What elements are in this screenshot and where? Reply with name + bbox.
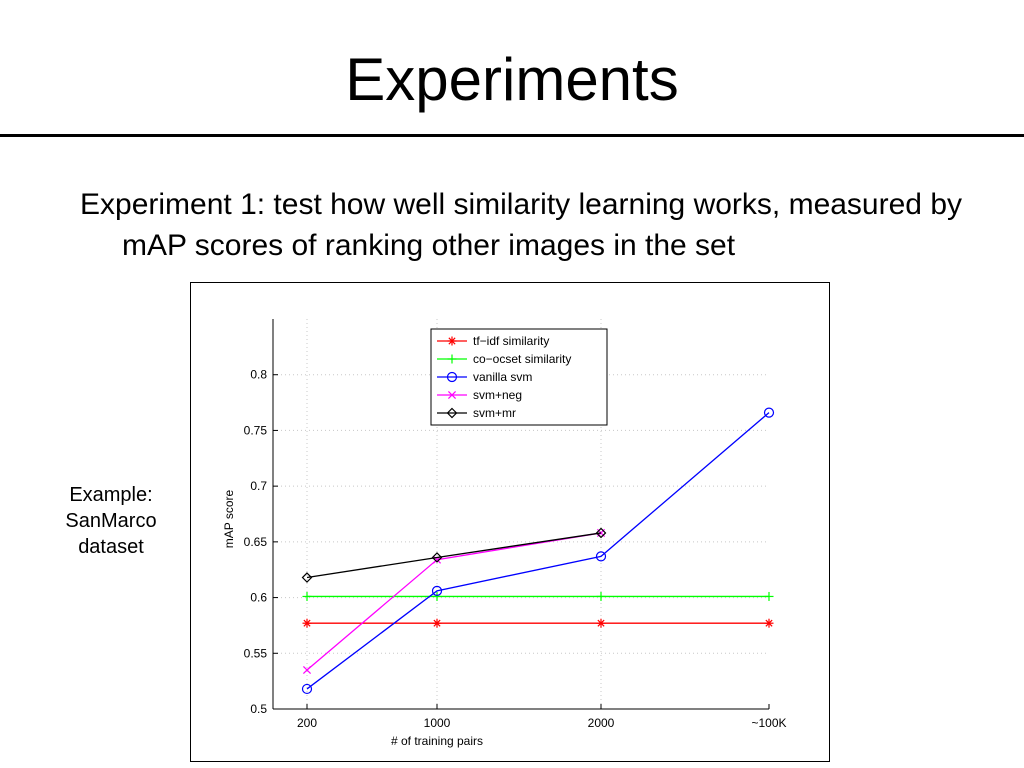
- data-point-vanilla-svm: [763, 407, 775, 418]
- y-tick-label: 0.5: [250, 702, 267, 716]
- data-point-co-ocset-similarity: [596, 591, 606, 601]
- data-point-tf-idf-similarity: [302, 618, 312, 628]
- legend-marker: [446, 407, 458, 419]
- data-point-svm-mr: [595, 527, 607, 539]
- y-tick-label: 0.8: [250, 368, 267, 382]
- caption-line-1: Example:: [69, 484, 153, 506]
- y-tick-label: 0.65: [244, 535, 268, 549]
- x-tick-label: ~100K: [751, 716, 786, 730]
- data-point-tf-idf-similarity: [432, 618, 442, 628]
- legend-marker: [447, 336, 457, 346]
- caption-line-3: dataset: [78, 536, 144, 558]
- y-tick-label: 0.7: [250, 479, 267, 493]
- legend-marker: [446, 371, 458, 383]
- series-co-ocset-similarity: [302, 591, 774, 601]
- series-line-vanilla-svm: [306, 412, 770, 690]
- data-point-vanilla-svm: [301, 683, 313, 695]
- legend-marker: [447, 390, 457, 400]
- series-line-svm-neg: [306, 532, 602, 671]
- data-point-svm-mr: [301, 572, 313, 583]
- data-point-tf-idf-similarity: [764, 618, 774, 628]
- legend-item-vanilla-svm: vanilla svm: [437, 370, 532, 384]
- legend-item-co-ocset-similarity: co−ocset similarity: [437, 352, 571, 366]
- title-divider: [0, 134, 1024, 137]
- slide-title: Experiments: [345, 46, 679, 113]
- x-tick-label: 200: [297, 716, 317, 730]
- legend-label: co−ocset similarity: [473, 352, 571, 366]
- y-tick-label: 0.6: [250, 591, 267, 605]
- data-point-vanilla-svm: [431, 585, 443, 596]
- data-point-svm-neg: [302, 665, 312, 675]
- x-axis-label: # of training pairs: [391, 734, 483, 748]
- series-tf-idf-similarity: [302, 618, 774, 628]
- legend-label: svm+neg: [473, 388, 522, 402]
- series-svm-mr: [301, 527, 607, 583]
- y-tick-label: 0.75: [244, 423, 268, 437]
- y-axis-label: mAP score: [222, 489, 236, 548]
- map-score-chart: 0.5 0.55 0.6 0.65 0.7 0.75 0.8 200 1000 2000 ~100K…: [222, 319, 787, 748]
- data-point-svm-mr: [431, 552, 443, 563]
- caption-line-2: SanMarco: [65, 510, 157, 532]
- legend-label: vanilla svm: [473, 370, 532, 384]
- x-tick-label: 1000: [424, 716, 451, 730]
- legend-item-svm-mr: svm+mr: [437, 406, 516, 420]
- legend-item-tf-idf-similarity: tf−idf similarity: [437, 334, 549, 348]
- data-point-tf-idf-similarity: [596, 618, 606, 628]
- dataset-caption: Example: SanMarco dataset: [48, 482, 174, 560]
- data-point-co-ocset-similarity: [432, 591, 442, 601]
- legend-label: tf−idf similarity: [473, 334, 549, 348]
- x-tick-label: 2000: [588, 716, 615, 730]
- legend-label: svm+mr: [473, 406, 516, 420]
- chart-figure: 0.5 0.55 0.6 0.65 0.7 0.75 0.8 200 1000 2000 ~100K…: [190, 282, 830, 762]
- legend-item-svm-neg: svm+neg: [437, 388, 522, 402]
- series-vanilla-svm: [301, 407, 775, 695]
- legend-marker: [447, 354, 457, 364]
- experiment-description: Experiment 1: test how well similarity l…: [80, 188, 962, 262]
- series-svm-neg: [302, 528, 606, 675]
- data-point-co-ocset-similarity: [764, 591, 774, 601]
- series-line-svm-mr: [306, 532, 602, 579]
- data-point-co-ocset-similarity: [302, 591, 312, 601]
- y-tick-label: 0.55: [244, 646, 268, 660]
- data-point-vanilla-svm: [595, 551, 607, 562]
